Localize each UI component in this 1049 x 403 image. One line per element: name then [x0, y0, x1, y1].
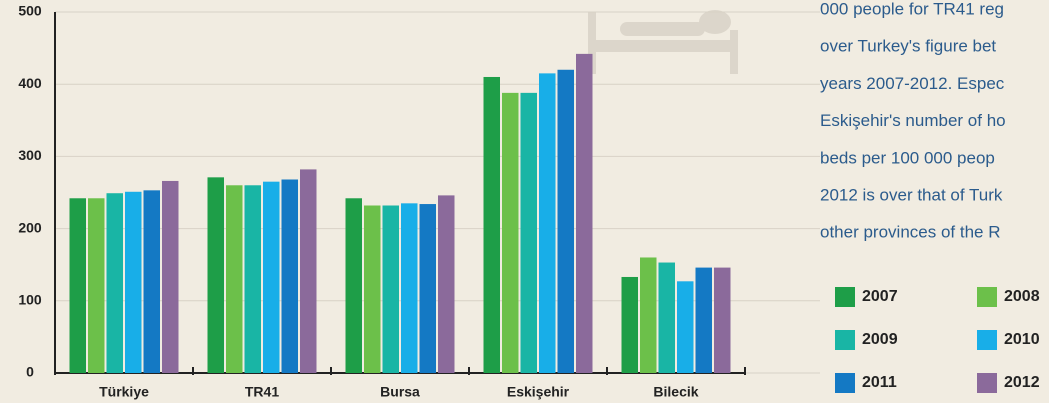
bar [520, 92, 537, 373]
bar [263, 181, 280, 373]
bar [557, 69, 574, 373]
bar [226, 185, 243, 373]
bar [658, 262, 675, 373]
bar [143, 190, 160, 373]
x-tick-label: Bilecik [653, 384, 698, 400]
x-tick-label: Türkiye [99, 384, 149, 400]
bar [125, 191, 142, 373]
bar [714, 267, 731, 373]
bar [244, 185, 261, 373]
paragraph-line: Eskişehir's number of ho [820, 111, 1006, 130]
paragraph-line: 000 people for TR41 reg [820, 0, 1004, 18]
y-tick-label: 100 [18, 292, 42, 308]
x-tick-label: Eskişehir [507, 384, 570, 400]
legend-label: 2011 [862, 374, 897, 391]
bar [401, 203, 418, 373]
bar [207, 177, 224, 373]
paragraph-line: years 2007-2012. Espec [820, 74, 1005, 93]
y-tick-label: 400 [18, 75, 42, 91]
legend-swatch [835, 373, 855, 393]
y-tick-label: 0 [26, 364, 34, 380]
bar [419, 204, 436, 373]
bar [382, 205, 399, 373]
bar [345, 198, 362, 373]
legend-label: 2012 [1004, 374, 1040, 391]
bar [106, 193, 123, 373]
legend-swatch [835, 330, 855, 350]
y-tick-label: 200 [18, 219, 42, 235]
x-tick-label: TR41 [245, 384, 279, 400]
bar [677, 281, 694, 373]
paragraph-line: other provinces of the R [820, 223, 1000, 242]
bar [69, 198, 86, 373]
bar [576, 53, 593, 373]
legend-label: 2010 [1004, 331, 1040, 348]
bar [438, 195, 455, 373]
paragraph-line: 2012 is over that of Turk [820, 185, 1003, 204]
bar [162, 180, 179, 373]
bar [640, 257, 657, 373]
legend-swatch [977, 330, 997, 350]
y-tick-label: 500 [18, 3, 42, 19]
legend-label: 2007 [862, 288, 898, 305]
legend-swatch [977, 287, 997, 307]
bar [695, 267, 712, 373]
legend-swatch [977, 373, 997, 393]
y-tick-label: 300 [18, 147, 42, 163]
paragraph-line: over Turkey's figure bet [820, 37, 996, 56]
bar [483, 76, 500, 373]
legend-swatch [835, 287, 855, 307]
bar [502, 92, 519, 373]
bar [621, 276, 638, 373]
bed-icon [588, 10, 738, 74]
legend-label: 2008 [1004, 288, 1040, 305]
bar [88, 198, 105, 373]
bar [539, 73, 556, 374]
paragraph-line: beds per 100 000 peop [820, 148, 995, 167]
bar [281, 179, 298, 373]
legend-label: 2009 [862, 331, 898, 348]
bar [364, 205, 381, 373]
bar [300, 169, 317, 373]
x-tick-label: Bursa [380, 384, 420, 400]
